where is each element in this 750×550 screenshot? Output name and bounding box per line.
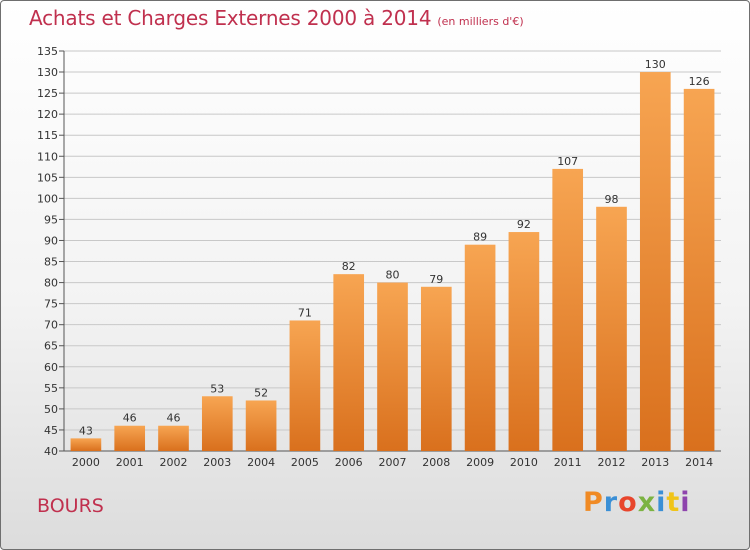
data-label-2010: 92 (517, 218, 531, 231)
bar-2004 (245, 400, 277, 451)
data-label-2003: 53 (210, 382, 224, 395)
x-tick-label-2005: 2005 (291, 456, 319, 469)
bar-2011 (552, 168, 584, 452)
y-tick-label: 110 (37, 150, 58, 163)
data-label-2011: 107 (557, 155, 578, 168)
data-label-2007: 80 (386, 269, 400, 282)
data-label-2008: 79 (429, 273, 443, 286)
bars: 43 46 46 53 52 71 82 80 79 89 92 107 98 130 126 (70, 58, 715, 452)
bar-2014 (683, 88, 715, 451)
y-tick-label: 100 (37, 192, 58, 205)
x-tick-label-2013: 2013 (641, 456, 669, 469)
data-label-2013: 130 (645, 58, 666, 71)
bar-2009 (464, 244, 496, 451)
bar-2002 (158, 425, 189, 451)
x-tick-label-2007: 2007 (379, 456, 407, 469)
data-label-2000: 43 (79, 424, 93, 437)
bar-2005 (289, 320, 321, 451)
data-label-2005: 71 (298, 306, 312, 319)
x-tick-label-2004: 2004 (247, 456, 275, 469)
data-label-2004: 52 (254, 386, 268, 399)
y-tick-label: 65 (44, 340, 58, 353)
chart-title: Achats et Charges Externes 2000 à 2014 (e… (29, 6, 524, 30)
logo-letter: P (583, 487, 604, 518)
title-text: Achats et Charges Externes 2000 à 2014 (29, 6, 432, 30)
logo-letter: r (603, 487, 619, 518)
y-tick-label: 125 (37, 87, 58, 100)
bar-2013 (639, 72, 671, 451)
x-tick-label-2010: 2010 (510, 456, 538, 469)
bar-2000 (70, 438, 102, 451)
x-tick-label-2006: 2006 (335, 456, 363, 469)
y-tick-label: 85 (44, 256, 58, 269)
x-tick-label-2003: 2003 (203, 456, 231, 469)
data-label-2002: 46 (167, 412, 181, 425)
chart-subtitle: (en milliers d'€) (437, 15, 524, 28)
x-tick-label-2001: 2001 (116, 456, 144, 469)
commune-name: BOURS (37, 495, 104, 517)
y-tick-label: 115 (37, 129, 58, 142)
x-axis: 2000 2001 2002 2003 2004 2005 2006 2007 2008 2009… (72, 456, 713, 469)
y-tick-label: 105 (37, 171, 58, 184)
bar-2003 (201, 396, 233, 451)
logo-letter: i (656, 487, 667, 518)
y-tick-label: 40 (44, 445, 58, 458)
x-tick-label-2000: 2000 (72, 456, 100, 469)
x-tick-label-2008: 2008 (422, 456, 450, 469)
bar-2006 (333, 274, 365, 451)
data-label-2014: 126 (689, 75, 710, 88)
x-tick-label-2012: 2012 (598, 456, 626, 469)
y-tick-label: 90 (44, 234, 58, 247)
bar-2010 (508, 232, 540, 451)
data-label-2012: 98 (605, 193, 619, 206)
y-tick-label: 120 (37, 108, 58, 121)
y-tick-label: 75 (44, 298, 58, 311)
y-tick-label: 95 (44, 213, 58, 226)
bar-2001 (114, 425, 146, 451)
data-label-2006: 82 (342, 260, 356, 273)
x-tick-label-2011: 2011 (554, 456, 582, 469)
y-tick-label: 80 (44, 277, 58, 290)
bar-2008 (420, 286, 452, 451)
x-tick-label-2009: 2009 (466, 456, 494, 469)
data-label-2009: 89 (473, 231, 487, 244)
x-tick-label-2014: 2014 (685, 456, 713, 469)
y-tick-label: 70 (44, 319, 58, 332)
logo-letter: t (666, 487, 681, 518)
y-tick-label: 55 (44, 382, 58, 395)
proxiti-logo[interactable]: Proxiti (583, 487, 691, 518)
bar-2007 (377, 282, 408, 451)
y-tick-label: 50 (44, 403, 58, 416)
logo-letter: o (618, 487, 638, 518)
data-label-2001: 46 (123, 412, 137, 425)
bar-2012 (596, 206, 627, 451)
x-tick-label-2002: 2002 (160, 456, 188, 469)
y-tick-label: 130 (37, 66, 58, 79)
y-tick-label: 45 (44, 424, 58, 437)
logo-letter: x (637, 487, 657, 518)
y-tick-label: 135 (37, 45, 58, 58)
logo-letter: i (680, 487, 691, 518)
y-tick-label: 60 (44, 361, 58, 374)
